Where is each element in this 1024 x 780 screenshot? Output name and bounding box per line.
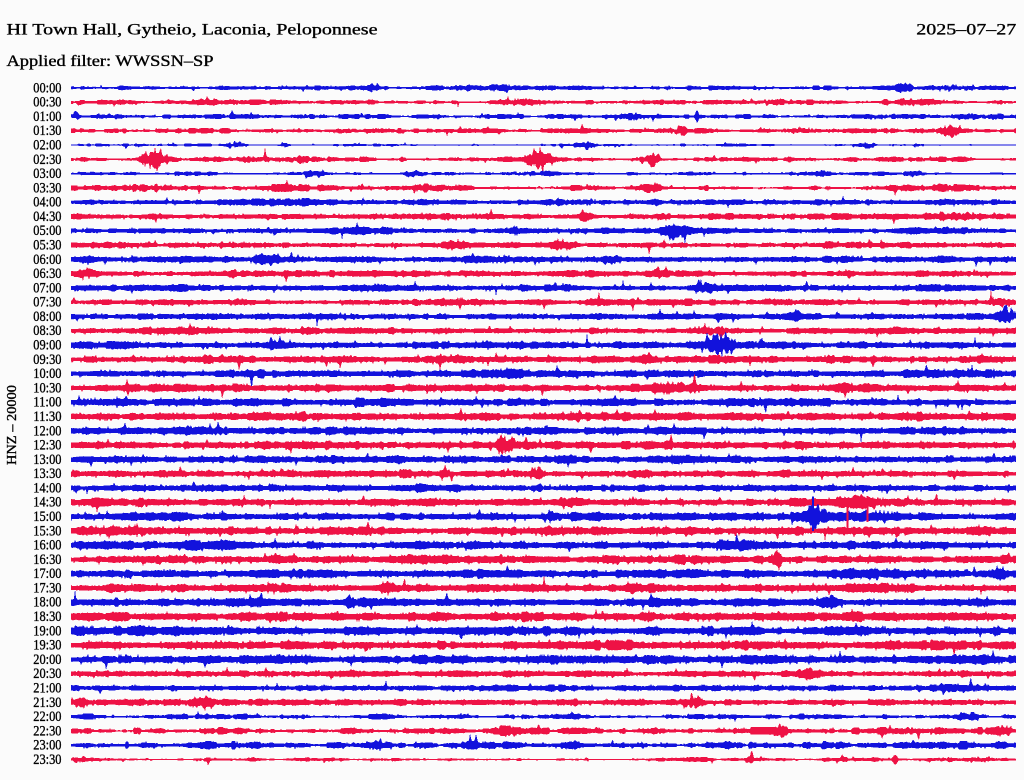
svg-text:HNZ – 20000: HNZ – 20000 xyxy=(5,385,20,465)
svg-text:03:30: 03:30 xyxy=(33,180,61,196)
svg-text:02:30: 02:30 xyxy=(33,152,61,168)
svg-text:01:30: 01:30 xyxy=(33,123,61,139)
svg-text:09:30: 09:30 xyxy=(33,352,61,368)
svg-text:07:00: 07:00 xyxy=(33,280,61,296)
svg-text:20:00: 20:00 xyxy=(33,652,61,668)
svg-text:06:00: 06:00 xyxy=(33,252,61,268)
svg-text:09:00: 09:00 xyxy=(33,338,61,354)
svg-text:16:30: 16:30 xyxy=(33,552,61,568)
svg-text:10:30: 10:30 xyxy=(33,380,61,396)
svg-text:17:00: 17:00 xyxy=(33,566,61,582)
svg-text:23:00: 23:00 xyxy=(33,738,61,754)
svg-text:Applied filter: WWSSN–SP: Applied filter: WWSSN–SP xyxy=(7,53,214,70)
svg-text:05:30: 05:30 xyxy=(33,238,61,254)
svg-text:23:30: 23:30 xyxy=(33,752,61,768)
svg-text:00:00: 00:00 xyxy=(33,80,61,96)
svg-text:06:30: 06:30 xyxy=(33,266,61,282)
svg-text:21:00: 21:00 xyxy=(33,681,61,697)
svg-text:14:00: 14:00 xyxy=(33,480,61,496)
svg-text:22:30: 22:30 xyxy=(33,723,61,739)
svg-text:16:00: 16:00 xyxy=(33,538,61,554)
svg-text:07:30: 07:30 xyxy=(33,295,61,311)
svg-text:18:00: 18:00 xyxy=(33,595,61,611)
svg-text:01:00: 01:00 xyxy=(33,109,61,125)
svg-text:14:30: 14:30 xyxy=(33,495,61,511)
svg-text:11:00: 11:00 xyxy=(33,395,61,411)
svg-text:00:30: 00:30 xyxy=(33,95,61,111)
svg-text:12:00: 12:00 xyxy=(33,423,61,439)
svg-text:08:30: 08:30 xyxy=(33,323,61,339)
svg-text:03:00: 03:00 xyxy=(33,166,61,182)
svg-text:18:30: 18:30 xyxy=(33,609,61,625)
svg-text:19:30: 19:30 xyxy=(33,638,61,654)
svg-text:02:00: 02:00 xyxy=(33,138,61,154)
svg-text:04:00: 04:00 xyxy=(33,195,61,211)
svg-text:HI Town Hall, Gytheio, Laconia: HI Town Hall, Gytheio, Laconia, Peloponn… xyxy=(7,22,378,39)
svg-text:05:00: 05:00 xyxy=(33,223,61,239)
svg-text:15:30: 15:30 xyxy=(33,523,61,539)
svg-text:11:30: 11:30 xyxy=(33,409,61,425)
svg-text:20:30: 20:30 xyxy=(33,666,61,682)
svg-text:21:30: 21:30 xyxy=(33,695,61,711)
svg-text:08:00: 08:00 xyxy=(33,309,61,325)
svg-text:12:30: 12:30 xyxy=(33,438,61,454)
svg-text:22:00: 22:00 xyxy=(33,709,61,725)
svg-text:10:00: 10:00 xyxy=(33,366,61,382)
svg-text:19:00: 19:00 xyxy=(33,623,61,639)
svg-text:13:00: 13:00 xyxy=(33,452,61,468)
svg-text:2025–07–27: 2025–07–27 xyxy=(916,22,1016,39)
svg-text:13:30: 13:30 xyxy=(33,466,61,482)
svg-text:17:30: 17:30 xyxy=(33,580,61,596)
svg-text:04:30: 04:30 xyxy=(33,209,61,225)
svg-text:15:00: 15:00 xyxy=(33,509,61,525)
